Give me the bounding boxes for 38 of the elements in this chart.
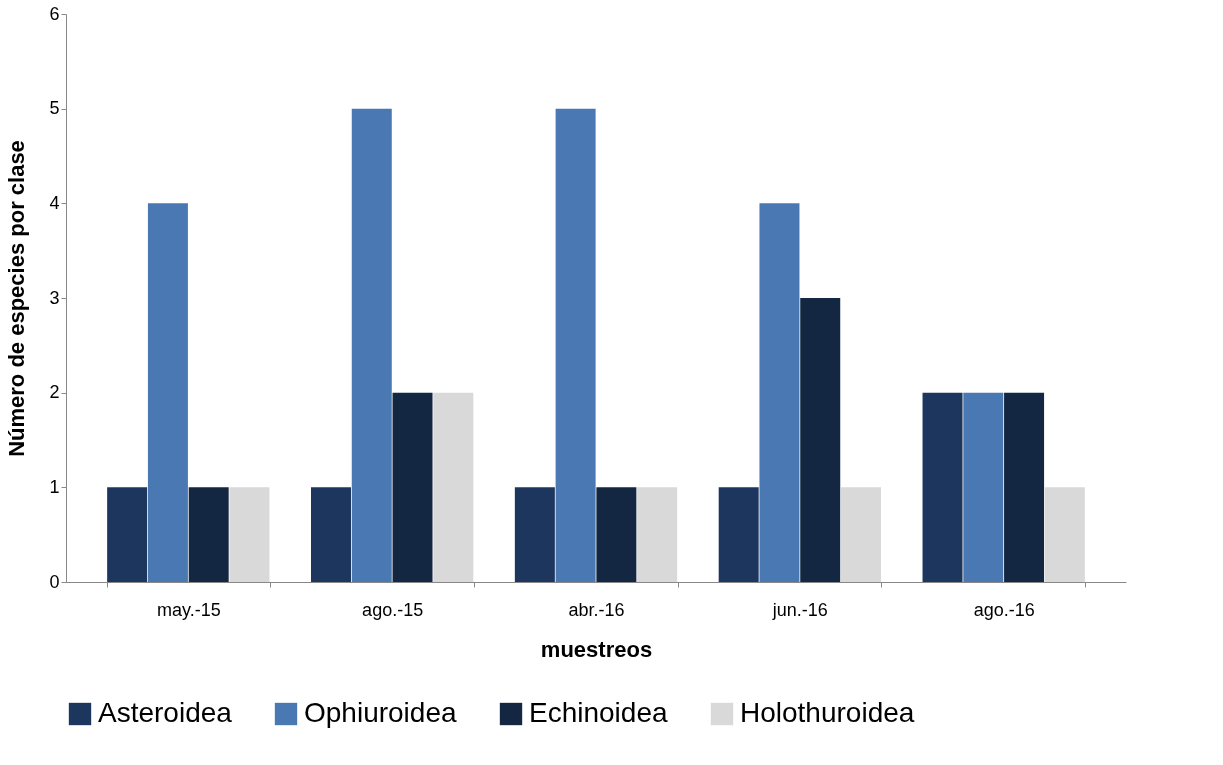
y-axis-title: Número de especies por clase [4,140,30,457]
legend-label: Echinoidea [529,697,668,728]
legend-label: Ophiuroidea [304,697,457,728]
legend-label: Asteroidea [98,697,233,728]
y-tick-label: 4 [49,192,60,213]
y-tick-label: 3 [49,287,60,308]
bar [555,108,596,582]
bar [718,487,759,582]
bar [800,298,841,582]
bar [637,487,678,582]
bar [311,487,351,582]
bar [1004,392,1045,582]
bar [841,487,881,582]
x-tick-label: may.-15 [156,599,221,620]
y-tick-label: 2 [49,382,60,403]
bar [922,392,963,582]
x-tick-label: ago.-15 [362,599,424,620]
bar [351,108,392,582]
x-tick-label: abr.-16 [568,599,625,620]
bar [392,392,433,582]
bar [596,487,637,582]
bar [759,203,800,582]
bar [188,487,229,582]
bar [433,392,474,582]
bar [107,487,148,582]
bar [229,487,270,582]
y-tick-label: 5 [49,98,60,119]
bar [1044,487,1085,582]
bar [147,203,188,582]
x-tick-label: jun.-16 [771,599,828,620]
bar [963,392,1004,582]
x-axis-title: muestreos [540,636,653,662]
legend-label: Holothuroidea [740,697,915,728]
y-tick-label: 6 [49,3,60,24]
y-tick-label: 1 [49,476,60,497]
bar [514,487,555,582]
x-tick-label: ago.-16 [973,599,1035,620]
y-tick-label: 0 [49,571,60,592]
